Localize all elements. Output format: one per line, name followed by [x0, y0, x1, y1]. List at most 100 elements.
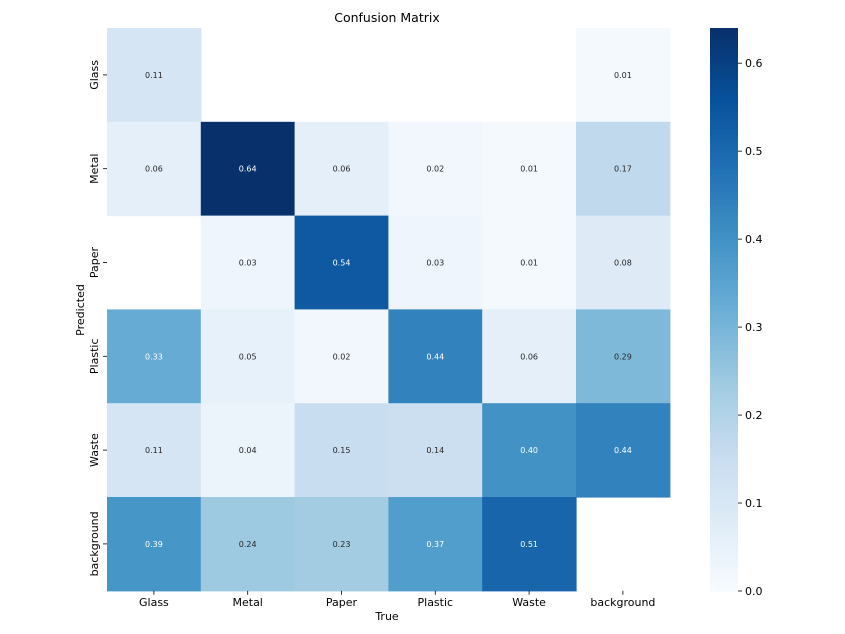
colorbar-segment	[710, 133, 738, 139]
heatmap-cell	[388, 497, 483, 592]
heatmap-cell	[200, 309, 296, 404]
colorbar-tick-label: 0.0	[745, 585, 763, 598]
colorbar-segment	[710, 203, 738, 210]
colorbar-segment	[710, 142, 738, 148]
heatmap-cell	[482, 403, 577, 498]
colorbar-segment	[710, 542, 738, 548]
y-tick-label: Metal	[88, 154, 101, 184]
colorbar-segment	[710, 309, 738, 315]
colorbar-segment	[710, 445, 738, 452]
chart-title: Confusion Matrix	[334, 10, 440, 25]
colorbar-segment	[710, 533, 738, 540]
colorbar-segment	[710, 551, 738, 557]
colorbar-segment	[710, 423, 738, 430]
cell-value-label: 0.03	[426, 259, 444, 268]
colorbar-segment	[710, 300, 738, 306]
cell-value-label: 0.29	[614, 352, 632, 361]
cell-value-label: 0.17	[614, 165, 632, 174]
colorbar-segment	[710, 441, 738, 447]
colorbar-segment	[710, 102, 738, 108]
heatmap-cell	[294, 309, 389, 404]
colorbar-segment	[710, 111, 738, 117]
colorbar-segment	[710, 410, 738, 416]
x-tick-label: Metal	[233, 596, 263, 609]
cell-value-label: 0.40	[520, 446, 538, 455]
colorbar-segment	[710, 124, 738, 130]
y-tick-label: background	[88, 511, 101, 576]
cell-value-label: 0.39	[145, 540, 163, 549]
colorbar-segment	[710, 287, 738, 293]
colorbar-segment	[710, 476, 738, 482]
colorbar-segment	[710, 454, 738, 460]
colorbar-segment	[710, 529, 738, 535]
colorbar-segment	[710, 384, 738, 390]
cell-value-label: 0.03	[239, 259, 257, 268]
colorbar-segment	[710, 252, 738, 258]
colorbar-segment	[710, 146, 738, 152]
cell-value-label: 0.02	[426, 165, 444, 174]
heatmap-cell-labels: 0.11 0.01 0.06 0.64 0.06 0.02 0.01 0.17 0.03 0.54…	[145, 71, 632, 549]
colorbar-segment	[710, 115, 738, 122]
colorbar-segment	[710, 291, 738, 298]
heatmap-cell	[200, 403, 296, 498]
colorbar-segment	[710, 199, 738, 205]
x-axis-label: True	[374, 610, 399, 623]
colorbar-segment	[710, 450, 738, 456]
cell-value-label: 0.11	[145, 446, 163, 455]
cell-value-label: 0.37	[426, 540, 444, 549]
cell-value-label: 0.33	[145, 352, 163, 361]
colorbar-segment	[710, 547, 738, 553]
colorbar-segment	[710, 181, 738, 188]
colorbar-segment	[710, 243, 738, 249]
colorbar-segment	[710, 256, 738, 262]
colorbar-segment	[710, 362, 738, 368]
x-tick-label: Plastic	[418, 596, 454, 609]
cell-value-label: 0.05	[239, 352, 257, 361]
colorbar-segment	[710, 485, 738, 491]
colorbar-tick-label: 0.5	[745, 145, 763, 158]
colorbar-segment	[710, 560, 738, 566]
colorbar-segment	[710, 155, 738, 161]
colorbar-segment	[710, 98, 738, 104]
x-tick-label: Waste	[512, 596, 546, 609]
heatmap-cell	[294, 121, 389, 217]
colorbar-segment	[710, 190, 738, 196]
colorbar-segment	[710, 234, 738, 240]
colorbar-segment	[710, 428, 738, 434]
colorbar-segment	[710, 261, 738, 267]
cell-value-label: 0.24	[239, 540, 257, 549]
colorbar-segment	[710, 63, 738, 69]
colorbar-segment	[710, 151, 738, 157]
colorbar-segment	[710, 516, 738, 522]
colorbar-segment	[710, 230, 738, 236]
colorbar-segment	[710, 80, 738, 86]
colorbar-segment	[710, 511, 738, 518]
colorbar-segment	[710, 269, 738, 276]
colorbar-segment	[710, 498, 738, 504]
heatmap-cell	[576, 403, 671, 498]
x-tick-label: Paper	[326, 596, 358, 609]
colorbar-segment	[710, 525, 738, 531]
colorbar-segment	[710, 401, 738, 408]
colorbar-segment	[710, 371, 738, 377]
colorbar-segment	[710, 225, 738, 232]
colorbar-segment	[710, 331, 738, 337]
colorbar-segment	[710, 186, 738, 192]
colorbar-segment	[710, 564, 738, 570]
heatmap-cell	[200, 215, 296, 310]
colorbar-segment	[710, 375, 738, 381]
heatmap-cell	[576, 28, 671, 123]
cell-value-label: 0.06	[145, 165, 163, 174]
colorbar-tick-label: 0.4	[745, 233, 763, 246]
colorbar-segment	[710, 538, 738, 544]
colorbar-segment	[710, 164, 738, 170]
heatmap-cell	[576, 121, 671, 217]
colorbar-tick-label: 0.6	[745, 57, 763, 70]
colorbar-segment	[710, 296, 738, 302]
y-tick-label: Plastic	[88, 339, 101, 375]
colorbar-segment	[710, 335, 738, 342]
colorbar-segment	[710, 366, 738, 372]
heatmap-cell	[388, 309, 483, 404]
heatmap-cell	[107, 309, 202, 404]
colorbar-segment	[710, 573, 738, 579]
